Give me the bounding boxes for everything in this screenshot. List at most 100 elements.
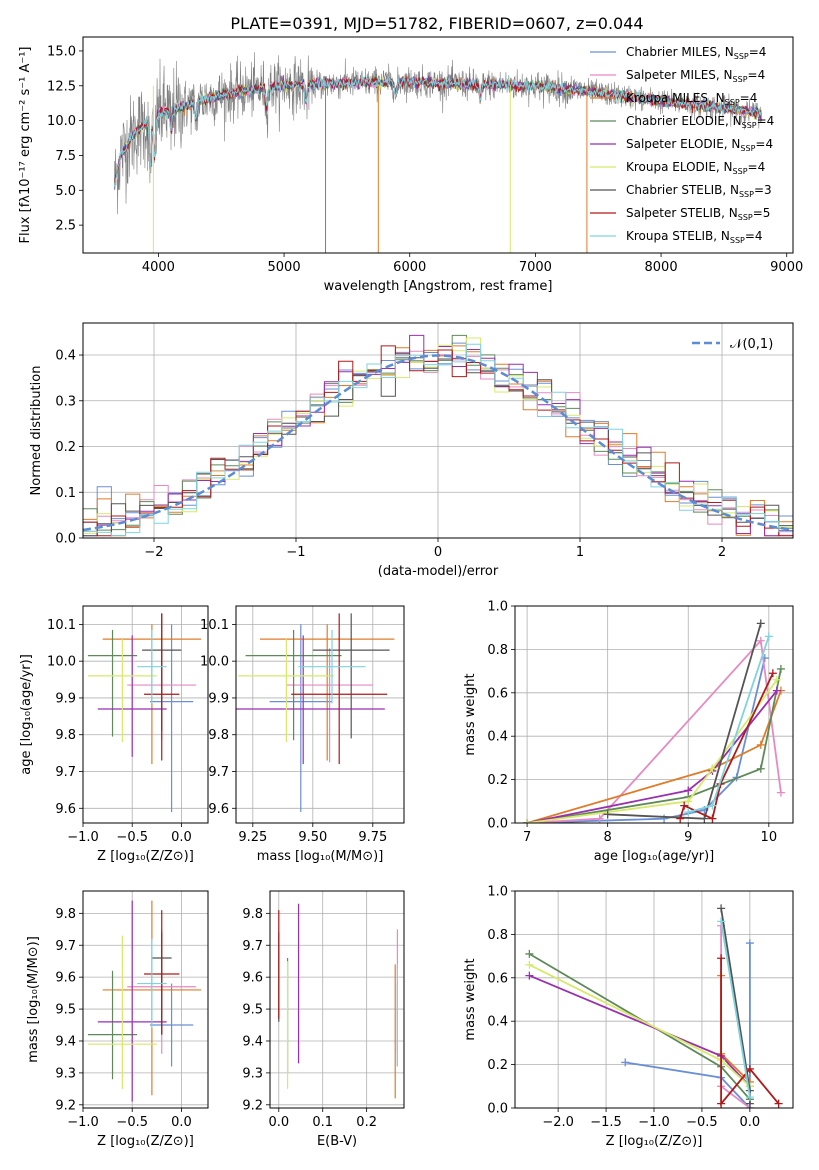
x-axis-label: mass [log₁₀(M/M⊙)] — [257, 849, 384, 864]
x-tick-label: 9 — [684, 830, 692, 845]
y-tick-label: 5.0 — [55, 184, 76, 199]
x-tick-label: 0.1 — [312, 1115, 333, 1130]
y-tick-label: 9.2 — [55, 1098, 76, 1113]
mass-weight-marker — [708, 814, 717, 823]
x-axis-label: Z [log₁₀(Z/Z⊙)] — [97, 849, 194, 864]
y-tick-label: 12.5 — [47, 79, 76, 94]
mass-weight-marker — [523, 819, 532, 823]
x-tick-label: 7 — [523, 830, 531, 845]
y-tick-label: 9.5 — [242, 1003, 263, 1018]
y-tick-label: 9.6 — [55, 802, 76, 817]
x-tick-label: −0.5 — [686, 1115, 718, 1130]
x-tick-label: 10 — [761, 830, 778, 845]
mass-weight-line — [607, 623, 762, 820]
x-tick-label: 2 — [718, 545, 726, 560]
mass-vs-extinction-panel: 0.0 0.1 0.2 9.2 9.3 9.4 9.5 9.6 9.7 9.8 E(B-V) — [242, 890, 405, 1149]
mass-weight-marker — [745, 939, 754, 948]
mass-weight-line — [720, 921, 751, 1098]
x-tick-label: 0 — [434, 545, 442, 560]
x-tick-label: −1.5 — [590, 1115, 622, 1130]
mass_vs_Z-grid — [82, 891, 208, 1108]
mass-weight-marker — [745, 1093, 754, 1102]
y-tick-label: 0.1 — [55, 486, 76, 501]
y-tick-label: 10.1 — [200, 618, 229, 633]
model-spectrum-line — [113, 75, 762, 187]
x-tick-label: −1.0 — [67, 830, 99, 845]
y-axis-label: mass weight — [463, 958, 478, 1040]
mass-weight-marker — [708, 801, 717, 810]
y-tick-label: 9.2 — [242, 1098, 263, 1113]
weight_vs_Z-frame — [514, 890, 794, 1109]
x-axis-label: age [log₁₀(age/yr)] — [594, 849, 715, 864]
mass-weight-marker — [717, 917, 726, 926]
spectrum-panel: 4000 5000 6000 7000 8000 9000 2.5 5.0 7.5 10.0 12.… — [18, 36, 803, 294]
weight_vs_Z-plot-area — [525, 904, 783, 1108]
y-tick-label: 0.3 — [55, 394, 76, 409]
mass-weight-marker — [717, 1099, 726, 1108]
x-tick-label: −1 — [286, 545, 305, 560]
x-axis-label: E(B-V) — [317, 1134, 357, 1149]
y-tick-label: 9.8 — [55, 728, 76, 743]
y-axis-label: mass weight — [463, 673, 478, 755]
mass_vs_Z-frame — [82, 890, 209, 1109]
y-tick-label: 0.4 — [55, 349, 76, 364]
mass-weight-line — [526, 668, 782, 823]
mass-weight-line — [528, 963, 751, 1087]
legend-label: Chabrier ELODIE, NSSP=4 — [626, 114, 774, 130]
mass-weight-marker — [680, 801, 689, 810]
mass-weight-marker — [774, 1099, 783, 1108]
mass_vs_ebv-grid — [270, 891, 404, 1108]
mass-weight-marker — [745, 1064, 754, 1073]
y-axis-label: mass [log₁₀(M/M⊙)] — [26, 936, 41, 1063]
residual-histogram — [83, 343, 793, 536]
y-tick-label: 0.6 — [487, 686, 508, 701]
weight_vs_age-frame — [514, 605, 794, 824]
age_vs_mass-grid — [236, 606, 404, 823]
y-axis-label: age [log₁₀(age/yr)] — [19, 654, 34, 775]
age_vs_Z-frame — [82, 605, 209, 824]
y-tick-label: 10.0 — [200, 655, 229, 670]
y-tick-label: 10.0 — [47, 114, 76, 129]
mass-weight-line — [720, 958, 780, 1107]
weight-vs-age-panel: 7 8 9 10 0.0 0.2 0.4 0.6 0.8 1.0 age [log₁₀(age/yr… — [463, 600, 794, 864]
x-tick-label: 8000 — [645, 260, 678, 275]
mass_vs_Z-plot-area — [87, 900, 202, 1102]
y-tick-label: 9.5 — [55, 1003, 76, 1018]
mass-weight-marker — [756, 764, 765, 773]
y-tick-label: 0.2 — [487, 773, 508, 788]
x-tick-label: −1.0 — [638, 1115, 670, 1130]
mass-weight-marker — [700, 814, 709, 823]
y-tick-label: 0.0 — [487, 1102, 508, 1117]
mass-weight-line — [529, 974, 751, 1087]
spectrum-frame — [82, 36, 794, 254]
weight-vs-metallicity-panel: −2.0 −1.5 −1.0 −0.5 0.0 0.0 0.2 0.4 0.6 0.8 1.0 Z [… — [463, 885, 794, 1149]
mass-weight-line — [526, 679, 778, 823]
residuals-frame — [82, 322, 794, 539]
mass-weight-marker — [764, 632, 773, 641]
x-tick-label: 8 — [604, 830, 612, 845]
x-tick-label: 0.2 — [356, 1115, 377, 1130]
y-tick-label: 9.6 — [242, 971, 263, 986]
model-spectrum-line — [113, 76, 762, 186]
weight_vs_age-plot-area — [523, 619, 785, 823]
y-tick-label: 9.8 — [55, 907, 76, 922]
y-tick-label: 9.9 — [55, 691, 76, 706]
mass-weight-marker — [525, 971, 534, 980]
mass-weight-marker — [603, 810, 612, 819]
y-tick-label: 9.8 — [242, 907, 263, 922]
age_vs_mass-plot-area — [236, 613, 395, 812]
age_vs_Z-plot-area — [87, 613, 202, 812]
legend-label: 𝒩(0,1) — [730, 337, 773, 352]
y-tick-label: 15.0 — [47, 44, 76, 59]
mass-weight-marker — [684, 808, 693, 817]
mass-weight-marker — [525, 960, 534, 969]
y-tick-label: 9.4 — [55, 1034, 76, 1049]
y-tick-label: 0.8 — [487, 643, 508, 658]
x-tick-label: 7000 — [519, 260, 552, 275]
x-tick-label: 0.0 — [171, 830, 192, 845]
y-tick-label: 9.7 — [242, 939, 263, 954]
x-tick-label: 9.50 — [298, 830, 327, 845]
normal-reference-curve — [83, 354, 793, 532]
x-tick-label: 1 — [576, 545, 584, 560]
x-axis-label: Z [log₁₀(Z/Z⊙)] — [606, 1134, 703, 1149]
